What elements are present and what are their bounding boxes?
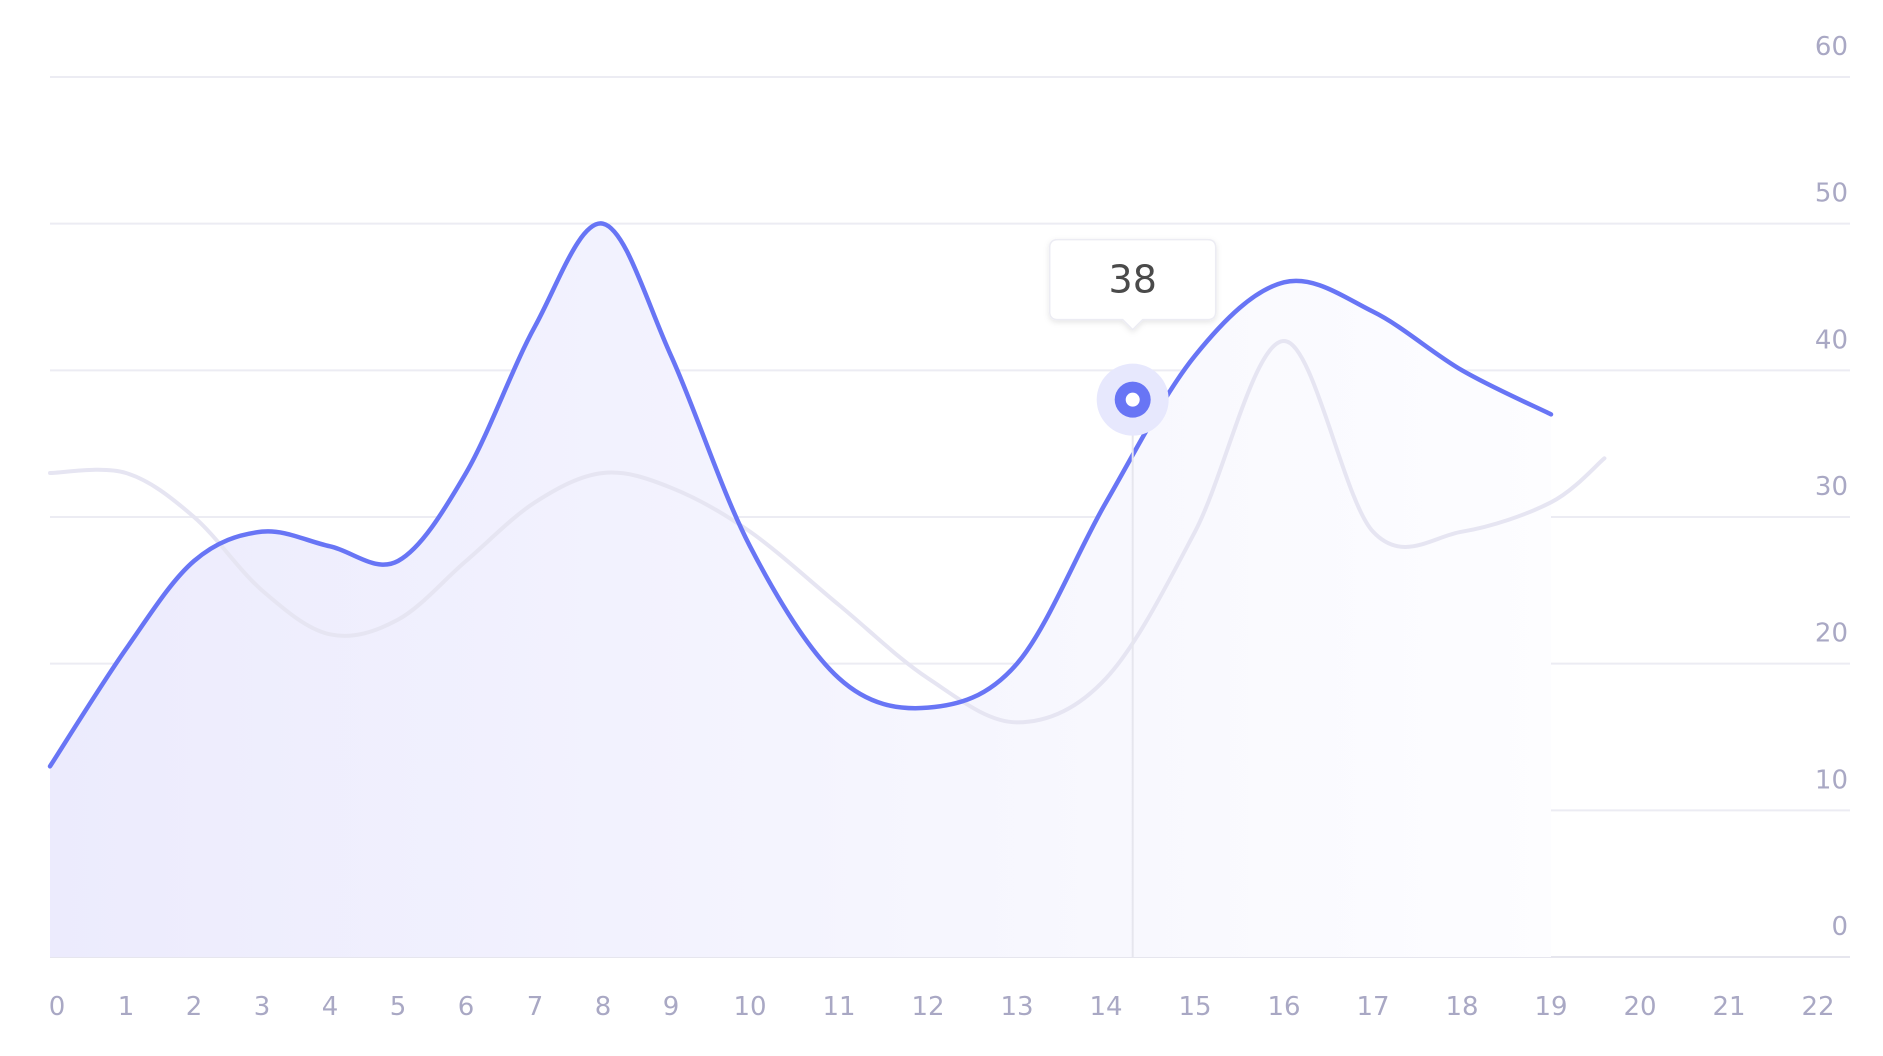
y-tick-label-0: 0 <box>1831 912 1848 942</box>
y-tick-label-60: 60 <box>1815 32 1848 62</box>
x-tick-label-10: 10 <box>733 992 766 1022</box>
x-tick-label-11: 11 <box>822 992 855 1022</box>
x-tick-label-3: 3 <box>254 992 271 1022</box>
primary-series-line <box>47 221 1554 769</box>
x-tick-label-1: 1 <box>118 992 135 1022</box>
area-fill-layer <box>50 223 1551 957</box>
x-tick-label-6: 6 <box>458 992 475 1022</box>
tooltip-box <box>1048 238 1217 331</box>
tooltip-bubble <box>1048 238 1217 331</box>
x-tick-label-15: 15 <box>1178 992 1211 1022</box>
x-tick-label-0: 0 <box>49 992 66 1022</box>
x-tick-label-9: 9 <box>663 992 680 1022</box>
tooltip: 38 <box>1048 238 1217 957</box>
x-tick-label-21: 21 <box>1712 992 1745 1022</box>
x-tick-label-12: 12 <box>911 992 944 1022</box>
x-tick-label-20: 20 <box>1623 992 1656 1022</box>
hover-marker-center <box>1125 392 1140 407</box>
x-tick-label-18: 18 <box>1445 992 1478 1022</box>
tooltip-value: 38 <box>1109 258 1157 302</box>
y-axis-ticks: 0 10 20 30 40 50 60 <box>1815 32 1848 942</box>
x-tick-label-13: 13 <box>1000 992 1033 1022</box>
x-tick-label-14: 14 <box>1089 992 1122 1022</box>
series-layer <box>47 221 1607 769</box>
x-tick-label-5: 5 <box>390 992 407 1022</box>
y-tick-label-20: 20 <box>1815 619 1848 649</box>
x-tick-label-22: 22 <box>1801 992 1834 1022</box>
y-tick-label-40: 40 <box>1815 325 1848 355</box>
x-axis-ticks: 0 1 2 3 4 5 6 7 8 9 10 11 12 13 14 15 16 17 18 19 20 21 22 <box>49 992 1835 1022</box>
x-tick-label-2: 2 <box>186 992 203 1022</box>
x-tick-label-7: 7 <box>527 992 544 1022</box>
x-tick-label-19: 19 <box>1534 992 1567 1022</box>
x-tick-label-8: 8 <box>595 992 612 1022</box>
primary-series-area <box>50 223 1551 957</box>
x-tick-label-16: 16 <box>1267 992 1300 1022</box>
y-tick-label-50: 50 <box>1815 179 1848 209</box>
y-tick-label-30: 30 <box>1815 472 1848 502</box>
x-tick-label-4: 4 <box>322 992 339 1022</box>
x-tick-label-17: 17 <box>1356 992 1389 1022</box>
y-tick-label-10: 10 <box>1815 765 1848 795</box>
secondary-series-line <box>48 339 1607 725</box>
